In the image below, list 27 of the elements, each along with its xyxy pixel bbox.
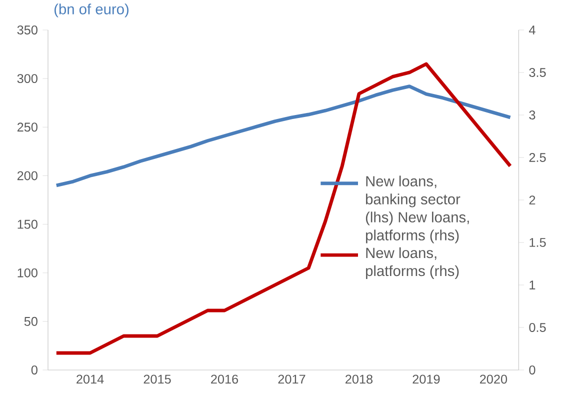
- legend-label: New loans, platforms (rhs): [366, 247, 459, 279]
- x-tick-label: 2018: [346, 374, 373, 384]
- y-tick-label: 250: [17, 122, 38, 132]
- y2-tick-label: 4: [529, 26, 536, 34]
- legend-label: New loans, banking sector (lhs) New loans, platforms (rhs): [366, 176, 469, 244]
- x-tick-label: 2017: [278, 374, 306, 384]
- y-tick-label: 100: [18, 268, 38, 278]
- y2-tick-label: 1.5: [530, 238, 546, 247]
- y2-tick-label: 0: [529, 366, 536, 374]
- x-tick-label: 2015: [144, 374, 171, 384]
- chart-title: (bn of euro): [54, 4, 128, 18]
- y-tick-label: 350: [17, 26, 38, 34]
- x-tick-label: 2020: [480, 374, 508, 384]
- x-tick-label: 2019: [412, 374, 440, 384]
- y2-tick-label: 2.5: [529, 153, 546, 162]
- y-tick-label: 0: [31, 366, 38, 374]
- y2-tick-label: 2: [529, 196, 536, 204]
- y-tick-label: 200: [17, 171, 38, 180]
- y2-tick-label: 1: [530, 280, 536, 290]
- x-tick-label: 2016: [211, 374, 238, 384]
- y-tick-label: 300: [17, 74, 38, 84]
- x-tick-label: 2014: [76, 374, 104, 384]
- y2-tick-label: 3.5: [529, 68, 546, 77]
- y-tick-label: 50: [24, 316, 38, 326]
- y2-tick-label: 0.5: [529, 323, 546, 332]
- y2-tick-label: 3: [529, 110, 536, 120]
- y-tick-label: 150: [18, 220, 38, 229]
